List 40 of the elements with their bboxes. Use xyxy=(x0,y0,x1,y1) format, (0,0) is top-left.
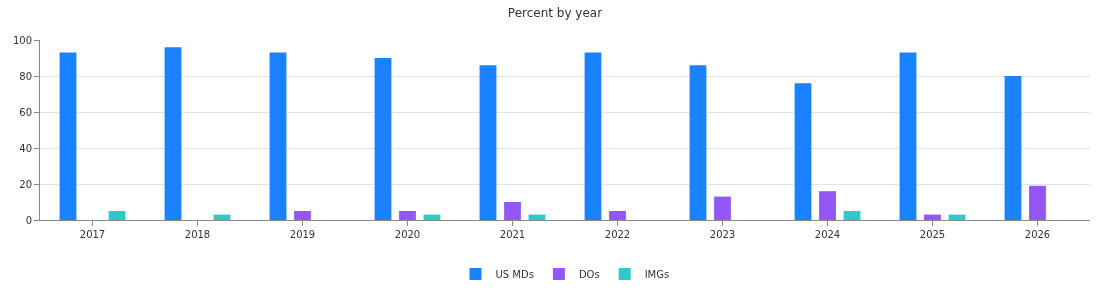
bar xyxy=(108,211,126,220)
bar xyxy=(294,211,311,220)
x-tick-label: 2018 xyxy=(184,229,211,240)
bar xyxy=(479,65,497,220)
x-tick-label: 2017 xyxy=(79,229,106,240)
bar xyxy=(609,211,626,220)
bar xyxy=(59,52,77,220)
y-tick-label: 80 xyxy=(19,70,32,82)
bar xyxy=(899,52,917,220)
y-tick-label: 40 xyxy=(19,142,32,154)
x-tick-label: 2019 xyxy=(289,229,316,240)
y-tick-label: 20 xyxy=(19,178,32,190)
bar xyxy=(374,58,392,220)
y-tick-label: 100 xyxy=(12,34,32,46)
x-tick-label: 2024 xyxy=(814,229,841,240)
x-tick-label: 2025 xyxy=(919,229,946,240)
legend-label: US MDs xyxy=(495,269,534,280)
legend-label: IMGs xyxy=(644,269,670,280)
legend-label: DOs xyxy=(578,269,600,280)
bar xyxy=(689,65,707,220)
chart-title: Percent by year xyxy=(507,6,603,21)
bar xyxy=(794,83,812,220)
bar xyxy=(843,211,861,220)
bar xyxy=(924,214,941,220)
bar xyxy=(1004,76,1022,220)
x-tick-label: 2026 xyxy=(1024,229,1051,240)
bar xyxy=(584,52,602,220)
x-tick-label: 2023 xyxy=(709,229,736,240)
bar xyxy=(819,191,836,220)
y-tick-label: 0 xyxy=(25,214,32,226)
x-tick-label: 2022 xyxy=(604,229,631,240)
bar xyxy=(399,211,416,220)
bar xyxy=(164,47,182,220)
bar xyxy=(714,196,731,220)
bar xyxy=(504,202,521,220)
bar xyxy=(269,52,287,220)
y-tick-label: 60 xyxy=(19,106,32,118)
x-tick-label: 2021 xyxy=(499,229,526,240)
bar xyxy=(1029,185,1046,220)
x-tick-label: 2020 xyxy=(394,229,421,240)
